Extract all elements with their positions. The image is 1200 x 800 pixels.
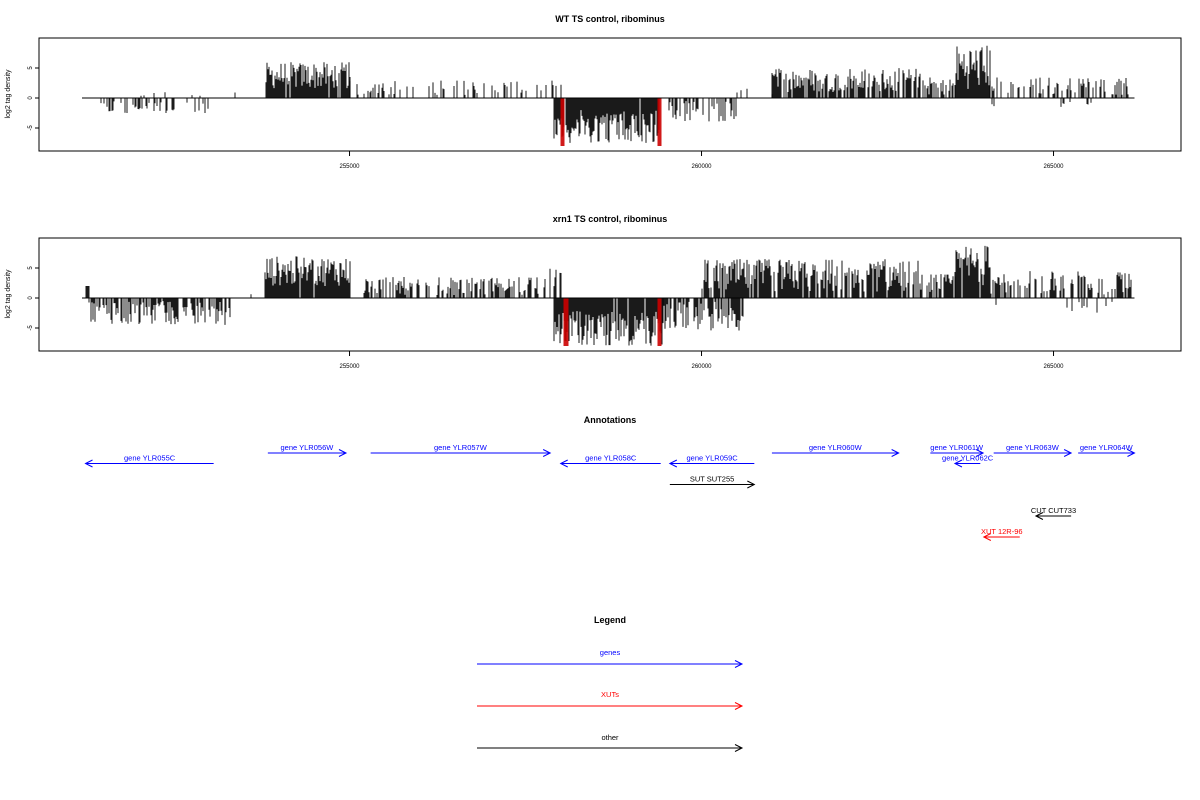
annotation-arrowhead <box>975 449 985 457</box>
wt-x-tick-label: 260000 <box>692 164 713 170</box>
annotation-label: gene YLR055C <box>124 454 176 463</box>
annotation-gene-ylr060w: gene YLR060W <box>771 443 900 457</box>
annotation-gene-ylr062c: gene YLR062C <box>942 454 994 468</box>
annotation-arrowhead <box>668 459 678 468</box>
xrn1-panel-title: xrn1 TS control, ribominus <box>553 214 668 224</box>
wt-y-tick-label: -5 <box>28 125 34 131</box>
annotation-items: gene YLR055C gene YLR056W gene YLR057W gene… <box>84 443 1136 541</box>
annotations-title: Annotations <box>584 415 637 425</box>
annotation-gene-ylr057w: gene YLR057W <box>370 443 552 457</box>
xrn1-x-tick-label: 265000 <box>1044 364 1065 370</box>
wt-y-tick-label: 0 <box>28 96 34 100</box>
legend-label-other: other <box>601 733 619 742</box>
xrn1-axes: -5 0 5 255000 260000 265000 <box>28 266 1135 370</box>
annotation-gene-ylr059c: gene YLR059C <box>668 454 755 468</box>
annotation-gene-ylr061w: gene YLR061W <box>930 443 985 457</box>
wt-plot-frame <box>38 37 1182 152</box>
annotation-arrowhead <box>338 449 348 457</box>
annotation-arrowhead <box>1034 512 1044 520</box>
legend-label-genes: genes <box>600 648 621 657</box>
xrn1-y-tick-label: 0 <box>28 296 34 300</box>
annotation-label: gene YLR056W <box>281 443 335 452</box>
annotation-gene-ylr056w: gene YLR056W <box>267 443 348 457</box>
annotation-gene-ylr063w: gene YLR063W <box>993 443 1073 457</box>
wt-x-tick-label: 255000 <box>340 164 361 170</box>
annotation-label: gene YLR058C <box>585 454 637 463</box>
annotation-gene-ylr055c: gene YLR055C <box>84 454 214 468</box>
xrn1-y-tick-label: -5 <box>28 325 34 331</box>
annotation-label: gene YLR059C <box>687 454 739 463</box>
annotation-gene-ylr058c: gene YLR058C <box>559 454 661 468</box>
legend-item-genes: genes <box>477 648 744 668</box>
annotation-arrowhead <box>891 449 900 457</box>
annotation-label: gene YLR057W <box>434 443 488 452</box>
xrn1-x-tick-label: 255000 <box>340 364 361 370</box>
legend-item-xuts: XUTs <box>477 690 744 710</box>
annotation-arrowhead <box>747 480 756 489</box>
xrn1-y-tick-label: 5 <box>28 266 34 270</box>
wt-axes: -5 0 5 255000 260000 265000 <box>28 66 1135 170</box>
annotation-arrowhead <box>542 449 552 457</box>
annotation-label: gene YLR060W <box>809 443 863 452</box>
annotation-gene-ylr064w: gene YLR064W <box>1078 443 1136 457</box>
legend-arrowhead-other <box>734 744 744 752</box>
xrn1-bars <box>85 245 1132 346</box>
annotation-label: gene YLR061W <box>930 443 984 452</box>
annotation-arrowhead <box>953 459 963 468</box>
annotation-xut-12r-96: XUT 12R-96 <box>981 527 1023 541</box>
annotation-label: SUT SUT255 <box>690 475 734 484</box>
annotation-label: XUT 12R-96 <box>981 527 1023 536</box>
annotation-label: CUT CUT733 <box>1031 506 1076 515</box>
wt-x-tick-label: 265000 <box>1044 164 1065 170</box>
legend-title: Legend <box>594 615 626 625</box>
annotation-label: gene YLR062C <box>942 454 994 463</box>
xrn1-y-axis-label: log2 tag density <box>5 269 12 319</box>
wt-y-tick-label: 5 <box>28 66 34 70</box>
wt-panel-title: WT TS control, ribominus <box>555 14 665 24</box>
xrn1-panel: xrn1 TS control, ribominus log2 tag dens… <box>5 214 1182 370</box>
legend: Legend genes XUTs other <box>477 615 744 752</box>
wt-y-axis-label: log2 tag density <box>5 69 12 119</box>
annotation-arrowhead <box>1127 449 1136 457</box>
wt-panel: WT TS control, ribominus log2 tag densit… <box>5 14 1182 170</box>
legend-arrowhead-xuts <box>734 702 744 710</box>
annotation-sut-sut255: SUT SUT255 <box>669 475 756 489</box>
annotation-arrowhead <box>982 533 992 541</box>
wt-bars <box>100 45 1129 146</box>
legend-arrowhead-genes <box>734 660 744 668</box>
annotation-label: gene YLR064W <box>1080 443 1134 452</box>
annotation-arrowhead <box>84 459 93 468</box>
legend-label-xuts: XUTs <box>601 690 619 699</box>
xrn1-x-tick-label: 260000 <box>692 364 713 370</box>
annotation-cut-cut733: CUT CUT733 <box>1031 506 1076 520</box>
annotation-label: gene YLR063W <box>1006 443 1060 452</box>
legend-item-other: other <box>477 733 744 752</box>
annotation-arrowhead <box>1063 449 1073 457</box>
annotation-arrowhead <box>559 459 568 468</box>
